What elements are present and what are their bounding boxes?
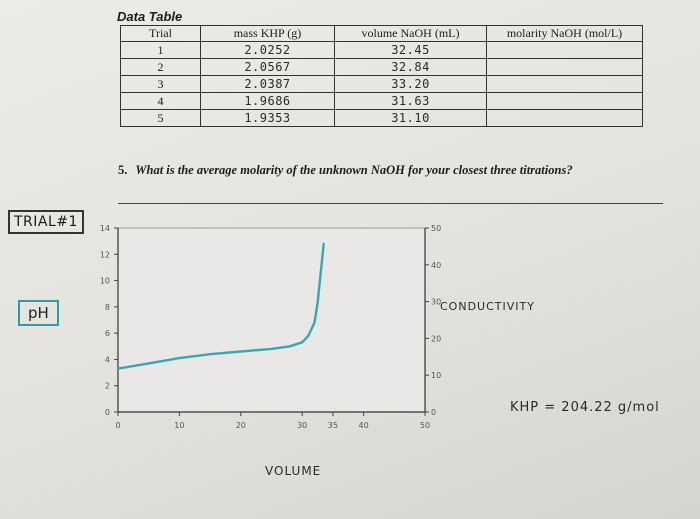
molarity-cell [486,109,643,127]
plot-area [117,227,426,413]
answer-line [118,203,663,204]
data-table-title: Data Table [117,9,183,24]
y-tick-label-left: 4 [105,355,110,364]
y-tick-label-left: 0 [105,408,110,417]
y-tick-label-left: 6 [105,329,110,338]
question-number: 5. [118,163,128,177]
x-tick-label: 20 [236,421,246,430]
volume-cell: 31.10 [334,109,487,127]
y-tick-label-right: 20 [431,334,441,343]
ph-axis-label: pH [18,300,59,326]
y-tick-label-left: 14 [100,224,110,233]
question-5: 5. What is the average molarity of the un… [118,163,573,178]
conductivity-label: CONDUCTIVITY [440,300,535,313]
table-row: 1 2.0252 32.45 [120,41,643,59]
y-tick-label-left: 2 [105,382,110,391]
x-tick-label: 30 [297,421,307,430]
y-tick-label-right: 0 [431,408,436,417]
data-table: Trial mass KHP (g) volume NaOH (mL) mola… [120,25,643,127]
y-tick-label-right: 40 [431,261,441,270]
x-tick-label: 0 [115,421,120,430]
table-header-row: Trial mass KHP (g) volume NaOH (mL) mola… [120,25,643,42]
question-text: What is the average molarity of the unkn… [135,163,573,177]
titration-curve [116,242,325,370]
table-row: 5 1.9353 31.10 [120,109,643,127]
y-tick-label-left: 12 [100,250,110,259]
x-tick-label: 10 [174,421,184,430]
volume-axis-label: VOLUME [265,464,322,478]
y-tick-label-left: 10 [100,277,110,286]
khp-molar-mass-note: KHP = 204.22 g/mol [510,400,660,415]
x-tick-label: 50 [420,421,430,430]
table-row: 2 2.0567 32.84 [120,58,643,76]
trial-label: TRIAL#1 [8,210,84,234]
y-tick-label-right: 30 [431,298,441,307]
y-tick-label-right: 50 [431,224,441,233]
y-tick-label-right: 10 [431,371,441,380]
x-tick-label: 40 [359,421,369,430]
mass-cell: 1.9353 [200,109,335,127]
x-tick-label: 35 [328,421,338,430]
column-header: molarity NaOH (mol/L) [486,25,643,42]
y-tick-label-left: 8 [105,303,110,312]
